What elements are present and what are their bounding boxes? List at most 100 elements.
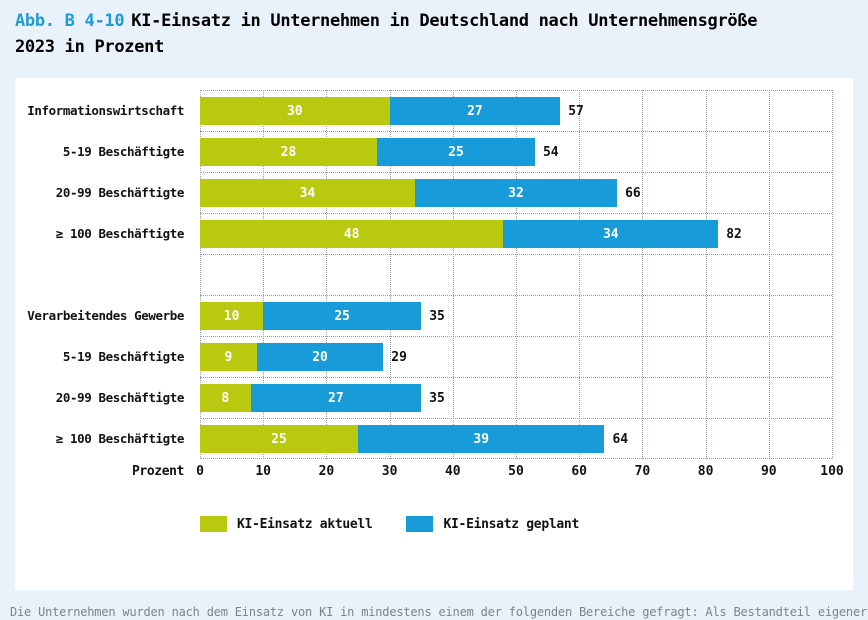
x-tick-label: 20 [318,464,335,479]
legend-item: KI-Einsatz geplant [406,516,579,532]
bar-stack: 34 32 66 [200,179,832,207]
x-axis-ticks: 0 10 20 30 40 50 60 70 80 90 100 [196,464,844,484]
bar-value: 34 [299,185,316,201]
bar-total: 64 [612,431,629,447]
bar-value: 10 [223,308,240,324]
bar-stack: 9 20 29 [200,343,832,371]
bar-track: 25 39 64 [200,418,832,459]
chart-row: ≥ 100 Beschäftigte 48 34 82 [15,213,853,254]
bar-stack: 48 34 82 [200,220,832,248]
bar-segment-aktuell: 30 [200,97,390,125]
gridline [768,90,770,459]
bar-segment-geplant: 20 [256,343,384,371]
bar-track: 48 34 82 [200,213,832,254]
figure-title-line1: KI-Einsatz in Unternehmen in Deutschland… [131,11,758,31]
bar-value: 39 [473,431,490,447]
bar-total: 35 [429,390,445,406]
bar-segment-geplant: 34 [503,220,719,248]
bar-value: 32 [508,185,524,201]
gridline [579,90,581,459]
category-label: 5-19 Beschäftigte [62,349,185,364]
footnote: Die Unternehmen wurden nach dem Einsatz … [10,605,868,619]
bar-track: 9 20 29 [200,336,832,377]
bar-segment-geplant: 27 [389,97,561,125]
bar-stack: 30 27 57 [200,97,832,125]
chart-row: 5-19 Beschäftigte 9 20 29 [15,336,853,377]
chart-row: 5-19 Beschäftigte 28 25 54 [15,131,853,172]
bar-track: 30 27 57 [200,90,832,131]
figure-title-line2: 2023 in Prozent [15,37,165,57]
bar-value: 25 [334,308,351,324]
bar-segment-aktuell: 8 [200,384,251,412]
bar-value: 28 [280,144,297,160]
bar-total: 54 [542,144,559,160]
bar-track: 28 25 54 [200,131,832,172]
legend-swatch [200,516,227,532]
bar-value: 8 [221,390,230,406]
x-axis: Prozent 0 10 20 30 40 50 60 70 80 90 100 [15,464,853,484]
bar-segment-aktuell: 48 [200,220,504,248]
gridline [516,90,517,459]
bar-track: 10 25 35 [200,295,832,336]
vertical-gridlines [200,90,833,459]
x-tick-label: 50 [508,464,524,479]
bar-value: 25 [448,144,464,160]
bar-segment-geplant: 25 [263,302,422,330]
legend-swatch [406,516,434,532]
chart-plot: Informationswirtschaft 30 27 57 5-19 Beschäf… [15,90,853,459]
bar-total: 35 [429,308,445,324]
x-tick-label: 30 [381,464,398,479]
bar-segment-geplant: 25 [376,138,535,166]
bar-value: 34 [602,226,619,242]
chart-row: ≥ 100 Beschäftigte 25 39 64 [15,418,853,459]
x-tick-label: 80 [697,464,714,479]
bar-segment-geplant: 39 [358,425,605,453]
x-tick-label: 40 [444,464,461,479]
bar-stack: 8 27 35 [200,384,832,412]
legend-label: KI-Einsatz geplant [443,516,579,532]
bar-total: 82 [726,226,742,242]
bar-segment-aktuell: 34 [200,179,415,207]
bar-segment-aktuell: 28 [200,138,377,166]
bar-value: 27 [467,103,483,119]
x-tick-label: 90 [760,464,777,479]
bar-stack: 10 25 35 [200,302,832,330]
legend-label: KI-Einsatz aktuell [237,516,373,532]
gridline [642,90,644,459]
bar-stack: 28 25 54 [200,138,832,166]
gridline [389,90,391,459]
x-axis-label: Prozent [132,464,184,479]
bar-value: 9 [224,349,233,365]
bar-value: 25 [271,431,287,447]
bar-segment-aktuell: 25 [200,425,358,453]
x-tick-label: 60 [571,464,588,479]
gridline [200,90,201,459]
category-label: 20-99 Beschäftigte [55,390,185,405]
bar-total: 29 [391,349,407,365]
bar-stack: 25 39 64 [200,425,832,453]
bar-track: 8 27 35 [200,377,832,418]
figure-title: Abb. B 4-10 KI-Einsatz in Unternehmen in … [0,0,868,60]
chart-legend: KI-Einsatz aktuell KI-Einsatz geplant [200,516,853,532]
category-label: 5-19 Beschäftigte [62,144,185,159]
bar-value: 48 [343,226,360,242]
legend-item: KI-Einsatz aktuell [200,516,373,532]
gridline [326,90,328,459]
x-tick-label: 0 [196,464,204,479]
figure-number: Abb. B 4-10 [15,11,125,31]
category-label: Verarbeitendes Gewerbe [27,308,184,323]
bar-track: 34 32 66 [200,172,832,213]
category-label: ≥ 100 Beschäftigte [55,431,185,446]
gridline [705,90,707,459]
bar-total: 66 [625,185,641,201]
chart-row: 20-99 Beschäftigte 8 27 35 [15,377,853,418]
category-label [15,254,200,295]
chart-rows: Informationswirtschaft 30 27 57 5-19 Beschäf… [15,90,853,459]
bar-value: 20 [312,349,328,365]
gridline [452,90,454,459]
gridline [832,90,833,459]
x-tick-label: 10 [255,464,272,479]
bar-value: 30 [286,103,303,119]
chart-row: Verarbeitendes Gewerbe 10 25 35 [15,295,853,336]
